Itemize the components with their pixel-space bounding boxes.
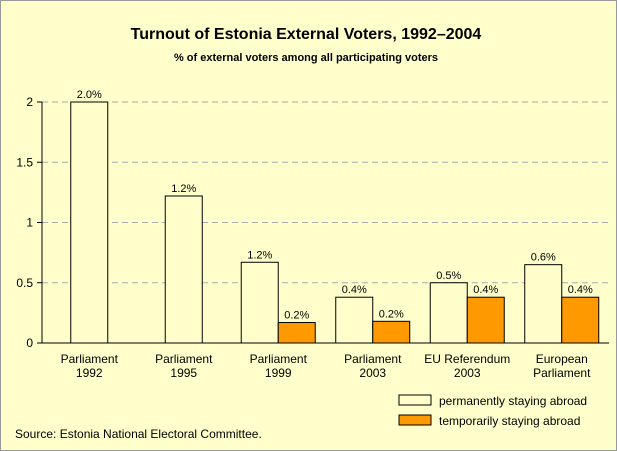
data-label: 0.4% — [342, 284, 367, 296]
x-category-label: Parliament — [155, 352, 213, 366]
chart-subtitle: % of external voters among all participa… — [174, 52, 438, 64]
bar-temporary — [466, 296, 505, 344]
y-tick-label: 1 — [26, 216, 33, 230]
x-category-label: 2003 — [454, 366, 481, 380]
y-tick-label: 0.5 — [16, 276, 33, 290]
bar-permanent — [70, 101, 109, 344]
bar-permanent — [164, 195, 203, 344]
x-category-label: Parliament — [344, 352, 402, 366]
axes: 00.511.52Parliament1992Parliament1995Par… — [16, 95, 609, 380]
y-tick-label: 0 — [26, 336, 33, 350]
data-label: 0.2% — [284, 310, 309, 322]
data-label: 2.0% — [77, 89, 102, 101]
bar-permanent — [335, 296, 374, 344]
legend-label: temporarily staying abroad — [439, 414, 580, 428]
x-category-label: Parliament — [250, 352, 308, 366]
chart-title: Turnout of Estonia External Voters, 1992… — [131, 26, 482, 43]
y-tick-label: 1.5 — [16, 155, 33, 169]
data-labels: 2.0% 1.2% 1.2% 0.2% 0.4% 0.2% 0.5% 0.4% 0.6% 0.4% — [77, 89, 593, 322]
x-category-label: EU Referendum — [424, 352, 510, 366]
legend-label: permanently staying abroad — [439, 394, 587, 408]
bar-permanent — [524, 264, 563, 344]
bar-temporary — [277, 322, 316, 344]
data-label: 0.5% — [436, 270, 461, 282]
x-category-label: 1992 — [76, 366, 103, 380]
x-category-label: Parliament — [61, 352, 119, 366]
bar-temporary — [372, 320, 411, 344]
bar-permanent — [240, 261, 279, 344]
legend: permanently staying abroad temporarily st… — [398, 394, 587, 428]
source-note: Source: Estonia National Electoral Commi… — [15, 427, 262, 441]
legend-swatch-temporary — [398, 414, 432, 426]
data-label: 1.2% — [171, 183, 196, 195]
bar-temporary — [561, 296, 600, 344]
grid-lines — [42, 101, 609, 284]
x-category-label: 1995 — [170, 366, 197, 380]
data-label: 1.2% — [247, 249, 272, 261]
data-label: 0.6% — [531, 252, 556, 264]
x-category-label: European — [536, 352, 588, 366]
x-category-label: 1999 — [265, 366, 292, 380]
data-label: 0.2% — [379, 308, 404, 320]
x-category-label: 2003 — [359, 366, 386, 380]
bar-permanent — [429, 282, 468, 344]
legend-swatch-permanent — [398, 394, 432, 406]
y-tick-label: 2 — [26, 95, 33, 109]
data-label: 0.4% — [473, 284, 498, 296]
data-label: 0.4% — [568, 284, 593, 296]
x-category-label: Parliament — [533, 366, 591, 380]
